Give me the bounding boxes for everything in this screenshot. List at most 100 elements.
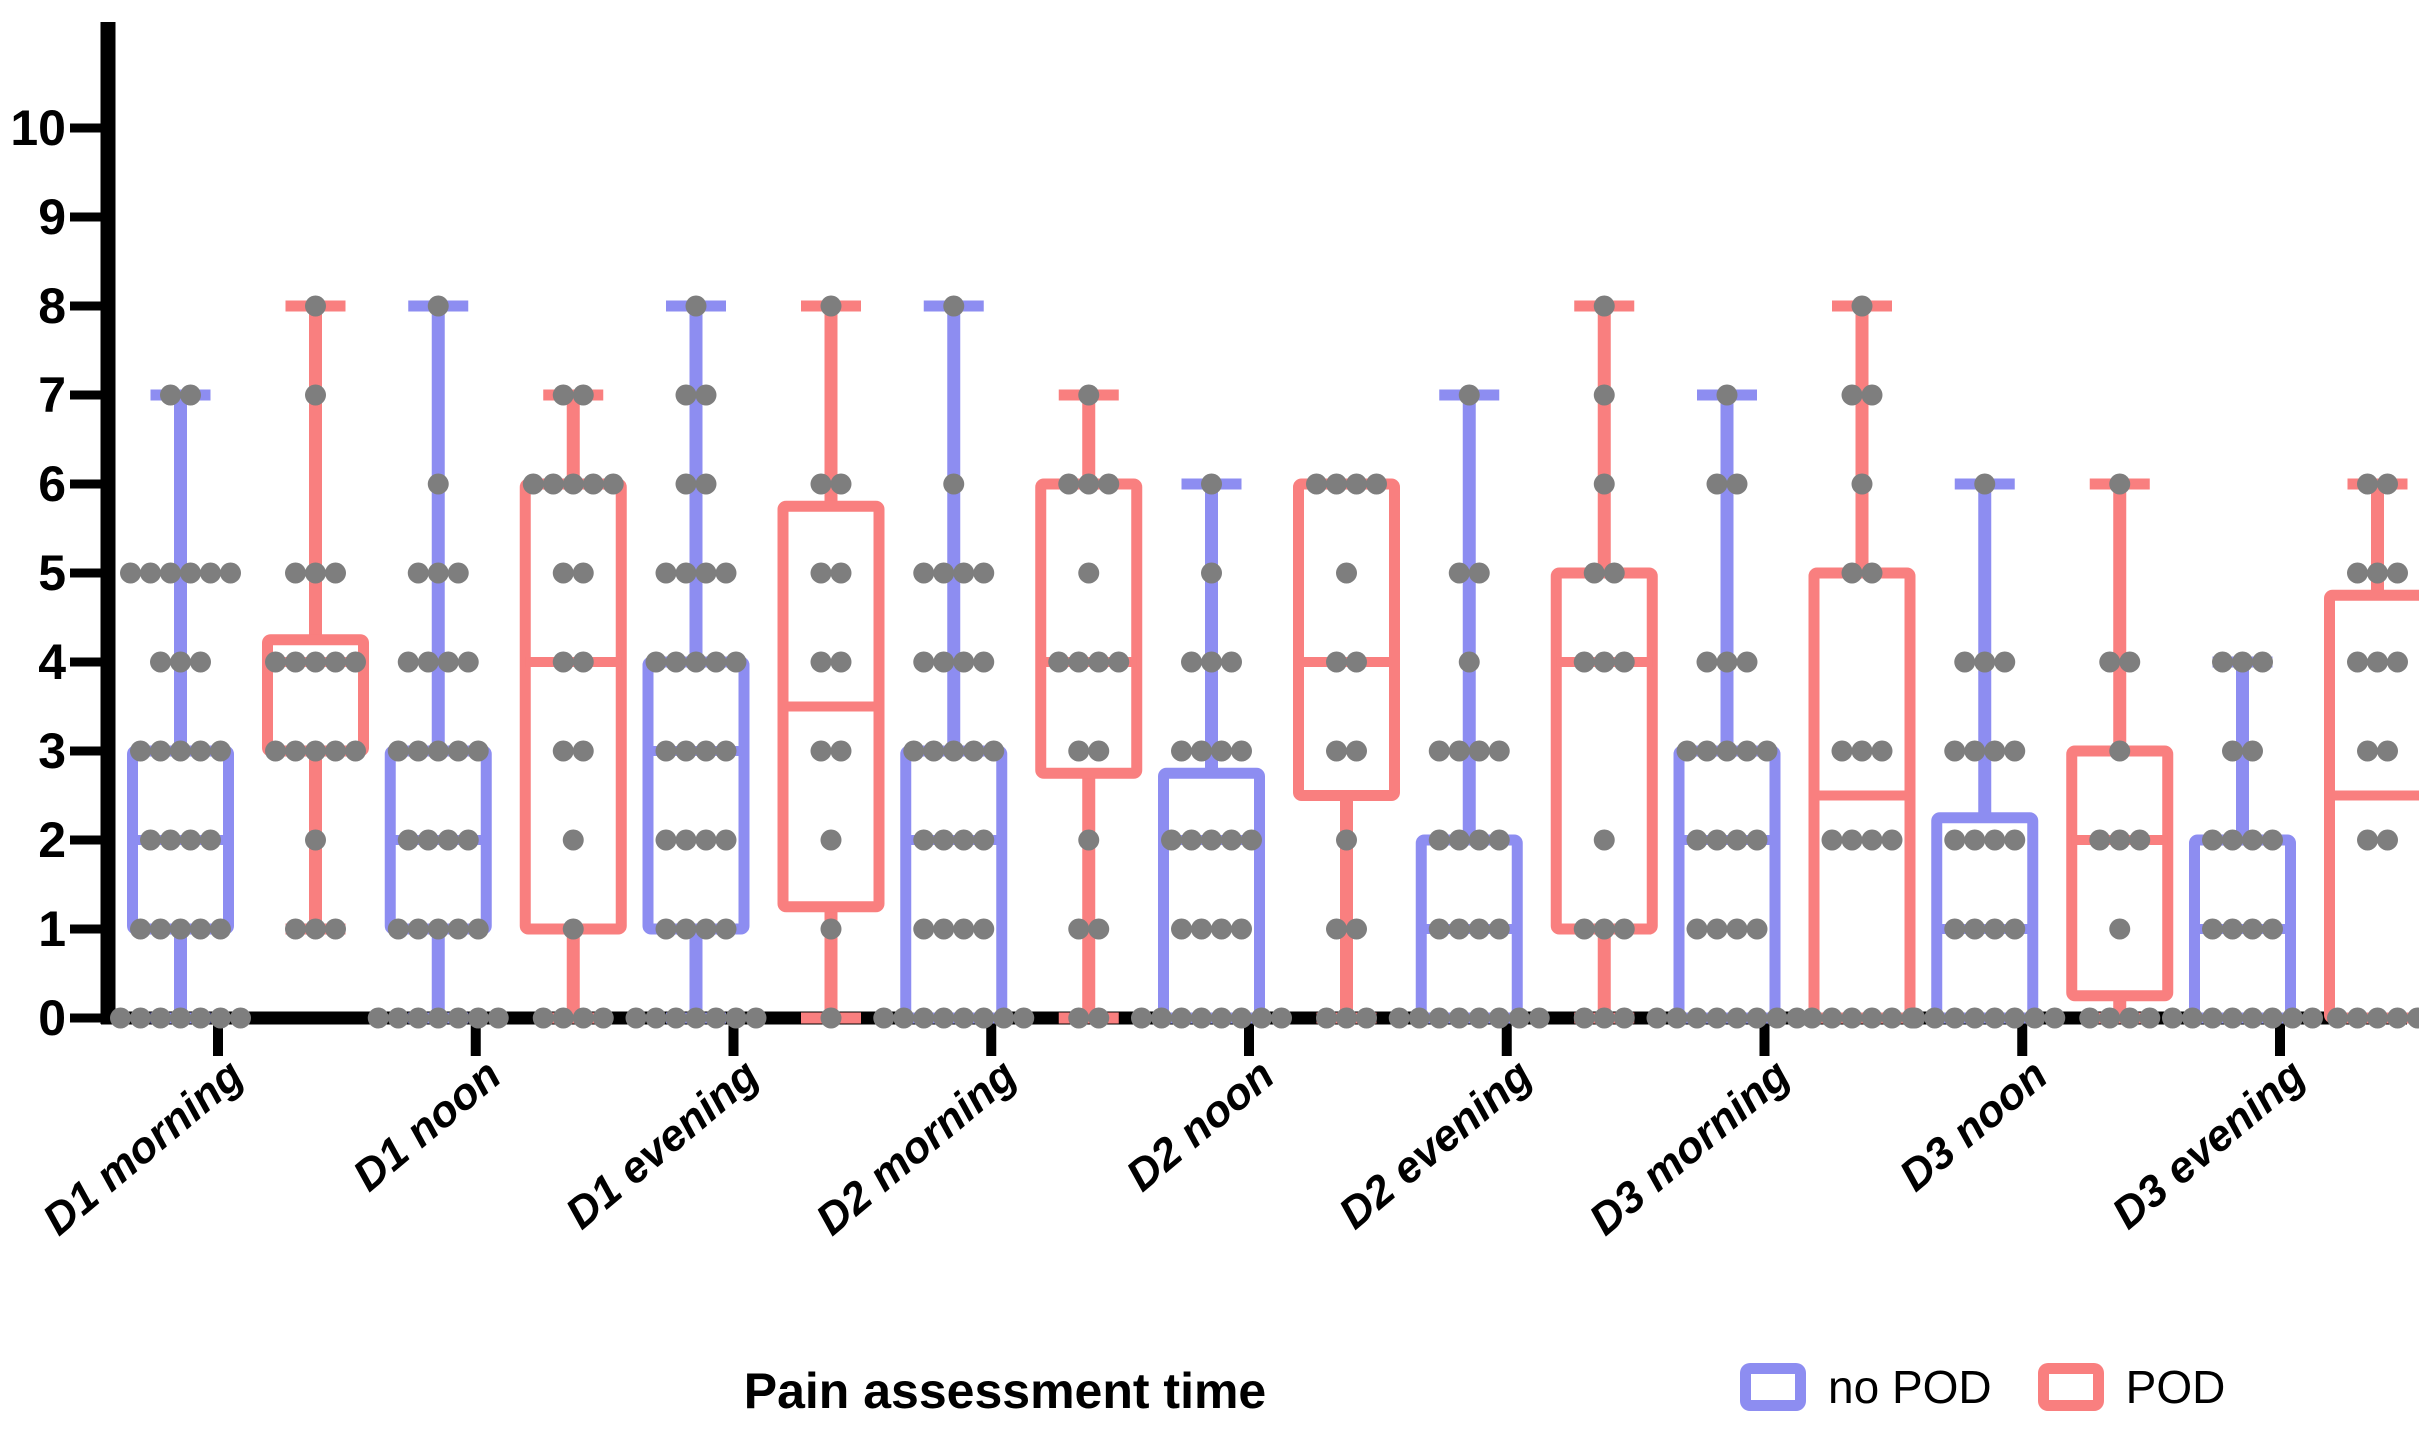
scatter-dot-no-pod-d1-noon-v0 [387, 1007, 409, 1029]
scatter-dot-no-pod-d1-morning-v0 [210, 1007, 231, 1029]
scatter-dot-no-pod-d1-evening-v0 [685, 1007, 707, 1029]
scatter-dot-pod-d3-noon-v0 [2139, 1007, 2161, 1029]
scatter-dot-no-pod-d1-noon-v0 [427, 1007, 449, 1029]
scatter-dot-no-pod-d1-noon-v1 [447, 918, 469, 940]
scatter-dot-no-pod-d1-morning-v4 [150, 651, 171, 673]
scatter-dot-no-pod-d2-noon-v1 [1171, 918, 1192, 940]
scatter-dot-pod-d3-noon-v4 [2099, 651, 2121, 673]
legend: no POD POD [1740, 1360, 2225, 1414]
scatter-dot-no-pod-d2-evening-v4 [1458, 651, 1480, 673]
scatter-dot-no-pod-d3-morning-v4 [1716, 651, 1738, 673]
scatter-dot-no-pod-d2-noon-v0 [1251, 1007, 1272, 1029]
scatter-dot-pod-d1-evening-v4 [830, 651, 852, 673]
scatter-dot-pod-d1-noon-v6 [582, 473, 604, 495]
scatter-dot-pod-d2-morning-v4 [1048, 651, 1070, 673]
scatter-dot-no-pod-d3-morning-v1 [1686, 918, 1708, 940]
scatter-dot-pod-d3-noon-v1 [2109, 918, 2131, 940]
scatter-dot-pod-d1-noon-v3 [572, 740, 594, 762]
scatter-dot-pod-d2-morning-v7 [1078, 384, 1100, 406]
scatter-dot-no-pod-d2-morning-v4 [913, 651, 935, 673]
scatter-dot-pod-d1-noon-v7 [552, 384, 574, 406]
scatter-dot-no-pod-d2-noon-v0 [1271, 1007, 1292, 1029]
scatter-dot-pod-d3-morning-v3 [1831, 740, 1853, 762]
scatter-dot-no-pod-d2-morning-v1 [933, 918, 955, 940]
scatter-dot-pod-d2-evening-v1 [1593, 918, 1615, 940]
scatter-dot-no-pod-d2-noon-v0 [1131, 1007, 1152, 1029]
scatter-dot-no-pod-d2-morning-v5 [973, 562, 995, 584]
y-tick-label-5: 5 [38, 545, 66, 601]
scatter-dot-pod-d1-noon-v6 [542, 473, 564, 495]
scatter-dot-pod-d3-morning-v0 [1841, 1007, 1863, 1029]
scatter-dot-no-pod-d3-evening-v0 [2302, 1007, 2323, 1029]
scatter-dot-no-pod-d3-morning-v2 [1686, 829, 1708, 851]
scatter-dot-no-pod-d1-evening-v4 [665, 651, 687, 673]
y-tick-label-6: 6 [38, 456, 66, 512]
scatter-dot-no-pod-d1-evening-v5 [675, 562, 697, 584]
scatter-dot-pod-d1-noon-v3 [552, 740, 574, 762]
scatter-dot-no-pod-d3-morning-v0 [1666, 1007, 1688, 1029]
scatter-dot-pod-d2-noon-v0 [1336, 1007, 1357, 1029]
scatter-dot-no-pod-d2-noon-v0 [1191, 1007, 1212, 1029]
scatter-dot-no-pod-d1-noon-v0 [367, 1007, 389, 1029]
scatter-dot-no-pod-d1-morning-v3 [210, 740, 231, 762]
scatter-dot-no-pod-d1-noon-v5 [447, 562, 469, 584]
scatter-dot-pod-d3-morning-v3 [1871, 740, 1893, 762]
scatter-dot-pod-d3-evening-v0 [2387, 1007, 2408, 1029]
scatter-dot-no-pod-d2-morning-v0 [893, 1007, 915, 1029]
scatter-dot-pod-d3-morning-v0 [1861, 1007, 1883, 1029]
box-pod-d2-evening [1550, 567, 1658, 935]
scatter-dot-no-pod-d1-evening-v0 [745, 1007, 767, 1029]
scatter-dot-pod-d2-noon-v6 [1306, 473, 1327, 495]
scatter-dot-no-pod-d3-morning-v7 [1716, 384, 1738, 406]
scatter-dot-pod-d1-noon-v6 [602, 473, 624, 495]
scatter-dot-no-pod-d1-evening-v1 [695, 918, 717, 940]
scatter-dot-no-pod-d1-morning-v5 [180, 562, 201, 584]
scatter-dot-pod-d1-morning-v3 [305, 740, 326, 762]
scatter-dot-no-pod-d2-evening-v2 [1428, 829, 1450, 851]
scatter-dot-no-pod-d3-evening-v2 [2202, 829, 2223, 851]
scatter-dot-no-pod-d1-evening-v0 [665, 1007, 687, 1029]
scatter-dot-pod-d2-morning-v1 [1088, 918, 1110, 940]
scatter-dot-pod-d2-noon-v6 [1346, 473, 1367, 495]
scatter-dot-no-pod-d3-noon-v4 [1994, 651, 2016, 673]
scatter-dot-no-pod-d1-morning-v2 [200, 829, 221, 851]
scatter-dot-no-pod-d1-noon-v1 [427, 918, 449, 940]
scatter-dot-no-pod-d2-morning-v0 [873, 1007, 895, 1029]
scatter-dot-no-pod-d2-noon-v0 [1151, 1007, 1172, 1029]
scatter-dot-no-pod-d1-evening-v6 [675, 473, 697, 495]
scatter-dot-no-pod-d1-evening-v6 [695, 473, 717, 495]
scatter-dot-no-pod-d2-noon-v1 [1231, 918, 1252, 940]
scatter-dot-pod-d2-morning-v4 [1108, 651, 1130, 673]
scatter-dot-no-pod-d2-morning-v0 [933, 1007, 955, 1029]
scatter-dot-no-pod-d3-morning-v3 [1716, 740, 1738, 762]
scatter-dot-pod-d2-noon-v0 [1316, 1007, 1337, 1029]
scatter-dot-pod-d2-morning-v5 [1078, 562, 1100, 584]
scatter-dot-no-pod-d2-evening-v0 [1468, 1007, 1490, 1029]
scatter-dot-no-pod-d2-morning-v0 [953, 1007, 975, 1029]
scatter-dot-no-pod-d1-morning-v5 [120, 562, 141, 584]
scatter-dot-pod-d2-noon-v4 [1326, 651, 1347, 673]
scatter-dot-pod-d1-evening-v1 [820, 918, 842, 940]
scatter-dot-no-pod-d3-morning-v3 [1676, 740, 1698, 762]
scatter-dot-no-pod-d2-evening-v0 [1448, 1007, 1470, 1029]
scatter-dot-pod-d3-morning-v6 [1851, 473, 1873, 495]
y-tick-label-2: 2 [38, 812, 66, 868]
scatter-dot-pod-d2-evening-v1 [1573, 918, 1595, 940]
scatter-dot-no-pod-d3-noon-v0 [1924, 1007, 1946, 1029]
scatter-dot-no-pod-d2-morning-v0 [1013, 1007, 1035, 1029]
x-axis-label-d2-evening: D2 evening [1330, 1050, 1541, 1239]
scatter-dot-no-pod-d3-morning-v0 [1746, 1007, 1768, 1029]
scatter-dot-no-pod-d2-evening-v1 [1488, 918, 1510, 940]
scatter-dot-no-pod-d2-morning-v5 [933, 562, 955, 584]
scatter-dot-no-pod-d3-evening-v1 [2202, 918, 2223, 940]
scatter-dot-no-pod-d2-evening-v0 [1388, 1007, 1410, 1029]
scatter-dot-no-pod-d3-noon-v6 [1974, 473, 1996, 495]
y-tick-label-4: 4 [38, 634, 66, 690]
scatter-dot-no-pod-d3-noon-v2 [1944, 829, 1966, 851]
scatter-dot-pod-d3-noon-v3 [2109, 740, 2131, 762]
scatter-dot-no-pod-d2-morning-v0 [973, 1007, 995, 1029]
scatter-dot-no-pod-d1-noon-v1 [407, 918, 429, 940]
scatter-dot-no-pod-d3-morning-v0 [1686, 1007, 1708, 1029]
scatter-dot-no-pod-d3-evening-v1 [2262, 918, 2283, 940]
scatter-dot-no-pod-d1-noon-v0 [467, 1007, 489, 1029]
